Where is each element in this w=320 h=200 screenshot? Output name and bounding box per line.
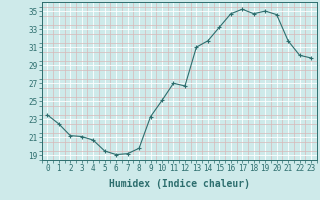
X-axis label: Humidex (Indice chaleur): Humidex (Indice chaleur) [109, 179, 250, 189]
